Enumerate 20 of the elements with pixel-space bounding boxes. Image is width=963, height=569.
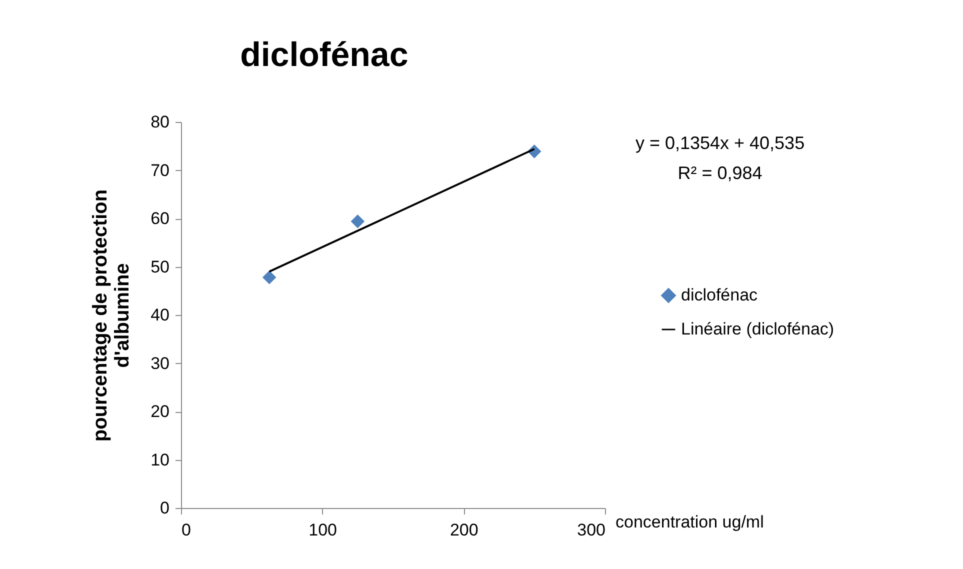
text: y = 0,1354x + 40,535 — [635, 133, 805, 153]
y-tick-label: 70 — [150, 160, 170, 180]
text: R² = 0,984 — [678, 163, 762, 183]
y-tick-label: 60 — [150, 209, 170, 228]
y-tick-label: 80 — [150, 112, 170, 132]
legend-label: Linéaire (diclofénac) — [681, 320, 834, 338]
y-tick-label: 50 — [150, 257, 170, 276]
y-tick-label: 20 — [150, 402, 170, 421]
y-axis-title: pourcentage de protection d'albumine — [90, 189, 134, 442]
x-tick-label: 0 — [182, 520, 191, 540]
x-axis-title: concentration ug/ml — [616, 512, 764, 532]
y-tick-label: 0 — [160, 498, 170, 518]
x-tick-label: 200 — [450, 520, 478, 540]
chart-title: diclofénac — [240, 36, 408, 74]
y-tick-label: 10 — [150, 450, 170, 470]
y-tick-label: 40 — [150, 306, 170, 324]
x-tick-label: 100 — [308, 520, 338, 540]
legend-label: diclofénac — [681, 286, 758, 304]
y-tick-label: 30 — [150, 354, 170, 373]
x-tick-label: 300 — [577, 520, 606, 540]
